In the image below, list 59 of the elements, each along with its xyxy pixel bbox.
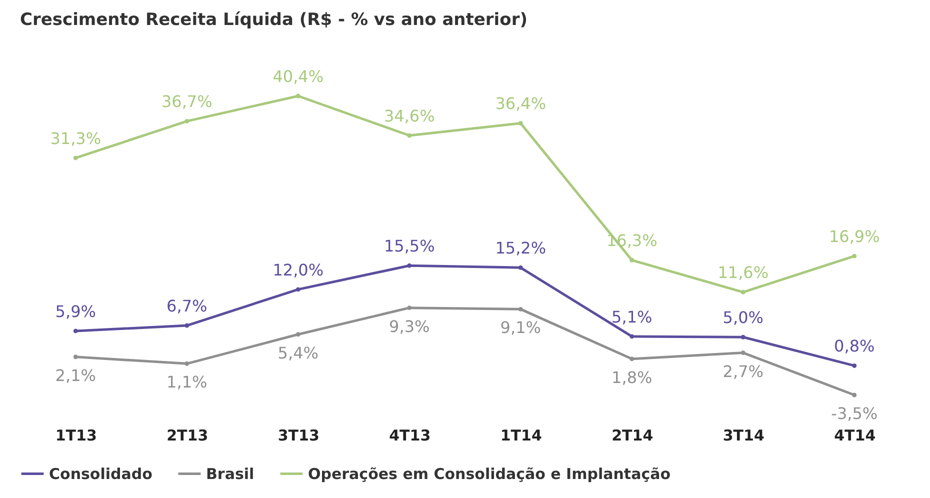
data-label: -3,5% [831, 404, 878, 423]
data-label: 40,4% [272, 67, 324, 86]
point [630, 334, 634, 339]
data-label: 2,7% [722, 362, 764, 381]
point [73, 328, 78, 334]
point [852, 392, 857, 398]
point [407, 263, 412, 268]
point [740, 334, 746, 340]
point [740, 350, 746, 356]
data-label: 15,5% [384, 236, 435, 256]
x-tick-label: 2T14 [612, 426, 654, 444]
data-label: 16,9% [828, 227, 880, 246]
legend-label: Consolidado [49, 464, 152, 483]
data-label: 31,3% [50, 128, 102, 148]
x-tick-label: 1T13 [55, 426, 97, 444]
data-label: 36,4% [495, 94, 546, 114]
data-label: 11,6% [718, 263, 769, 282]
point [518, 306, 523, 312]
point [407, 306, 412, 310]
point [73, 354, 78, 360]
point [184, 323, 190, 328]
x-tick-label: 4T14 [834, 426, 876, 444]
point [518, 121, 523, 126]
point [184, 361, 190, 366]
point [630, 356, 634, 362]
data-label: 5,1% [612, 307, 652, 326]
chart-title: Crescimento Receita Líquida (R$ - % vs ano anterior) [20, 10, 528, 30]
point [740, 290, 746, 294]
data-label: 9,3% [389, 316, 430, 336]
data-label: 6,7% [166, 296, 208, 316]
point [852, 254, 857, 258]
data-label: 1,8% [612, 368, 652, 387]
x-tick-label: 3T13 [278, 426, 320, 444]
data-label: 36,7% [161, 92, 212, 112]
point [518, 265, 523, 270]
point [296, 332, 300, 337]
data-label: 15,2% [495, 238, 546, 258]
data-label: 5,9% [55, 302, 96, 321]
data-label: 1,1% [166, 372, 208, 392]
data-label: 5,4% [278, 343, 318, 362]
data-label: 12,0% [272, 260, 324, 280]
x-tick-label: 4T13 [389, 426, 431, 444]
data-label: 2,1% [55, 366, 96, 385]
point [630, 258, 634, 262]
x-tick-label: 2T13 [166, 426, 208, 444]
point [852, 363, 857, 368]
point [296, 94, 300, 98]
data-label: 0,8% [834, 336, 875, 356]
legend-label: Operações em Consolidação e Implantação [308, 464, 671, 483]
x-tick-label: 3T14 [722, 426, 764, 444]
data-label: 5,0% [722, 308, 764, 328]
data-label: 9,1% [500, 318, 541, 338]
data-label: 34,6% [384, 106, 435, 126]
x-tick-label: 1T14 [500, 426, 542, 444]
point [184, 118, 190, 124]
point [296, 287, 300, 292]
point [73, 156, 78, 160]
point [407, 133, 412, 138]
legend-label: Brasil [206, 464, 254, 483]
